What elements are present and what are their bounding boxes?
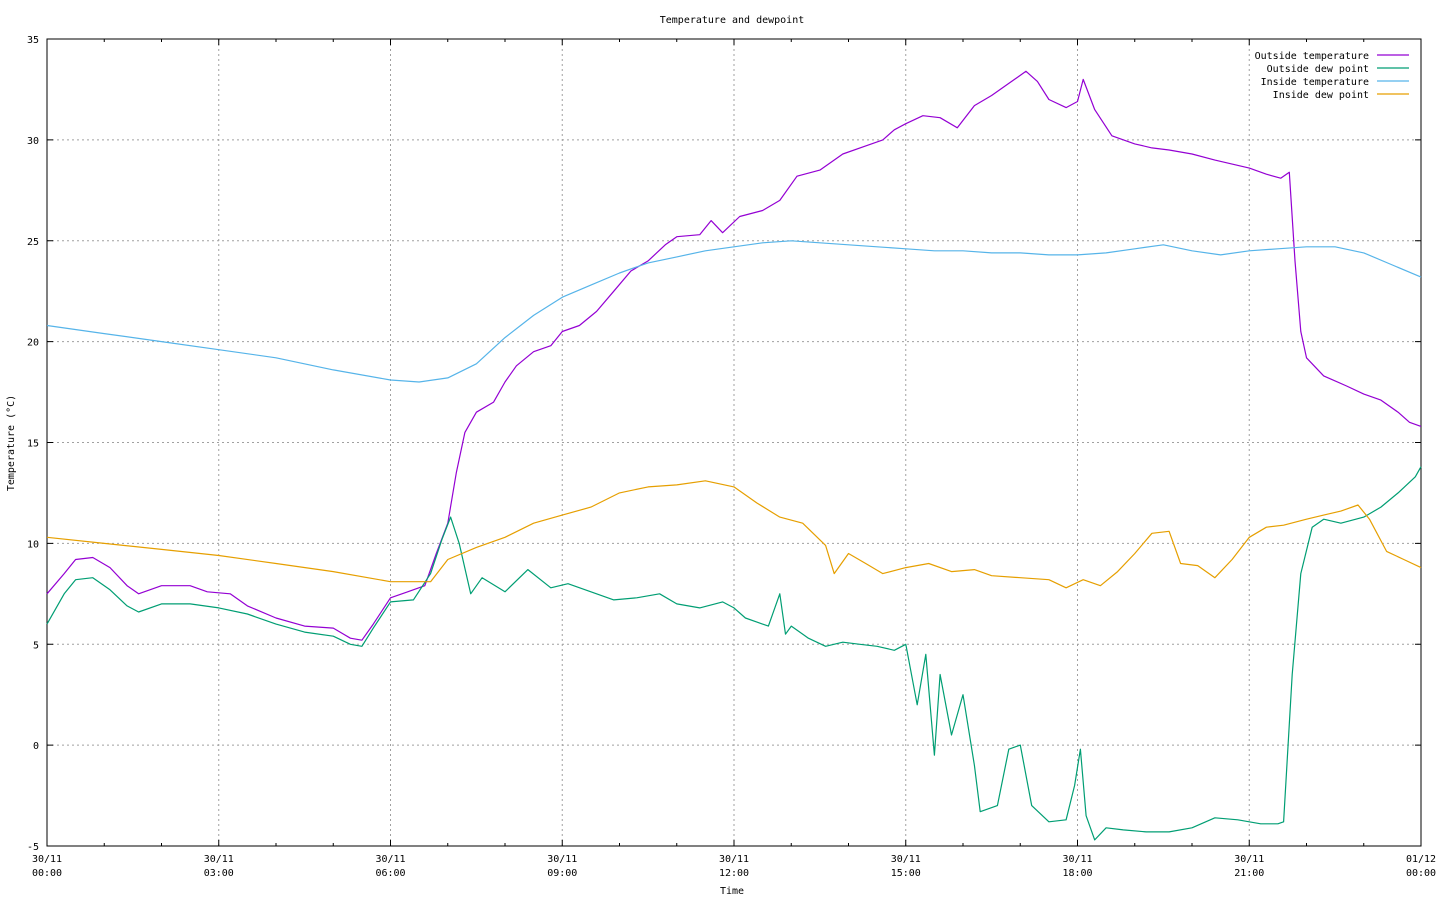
y-tick-label: 15 [27, 439, 39, 450]
chart-title: Temperature and dewpoint [660, 15, 805, 26]
series-line-0 [46, 70, 1422, 641]
x-tick-time-label: 21:00 [1234, 868, 1264, 879]
x-tick-time-label: 03:00 [204, 868, 234, 879]
x-tick-date-label: 30/11 [547, 854, 577, 865]
y-tick-label: 0 [33, 741, 39, 752]
x-tick-date-label: 30/11 [1062, 854, 1092, 865]
x-tick-time-label: 09:00 [547, 868, 577, 879]
x-tick-date-label: 30/11 [891, 854, 921, 865]
y-tick-label: 35 [27, 35, 39, 46]
y-tick-label: 5 [33, 640, 39, 651]
x-tick-time-label: 06:00 [375, 868, 405, 879]
series-line-2 [46, 240, 1422, 383]
y-axis: -5 0 5 10 15 20 25 30 35 [27, 35, 1421, 853]
legend: Outside temperature Outside dew point Insi… [1255, 51, 1409, 101]
x-tick-date-label: 30/11 [32, 854, 62, 865]
series-line-1 [46, 466, 1422, 841]
x-tick-date-label: 30/11 [375, 854, 405, 865]
x-tick-date-label: 30/11 [204, 854, 234, 865]
x-tick-time-label: 00:00 [1406, 868, 1436, 879]
legend-label: Inside temperature [1261, 77, 1369, 88]
series-lines [46, 70, 1422, 841]
series-line-3 [46, 480, 1422, 589]
x-axis: 30/11 00:00 30/11 03:00 30/11 06:00 30/11 09:00… [32, 39, 1436, 879]
legend-label: Outside temperature [1255, 51, 1369, 62]
x-tick-date-label: 30/11 [1234, 854, 1264, 865]
grid [47, 39, 1421, 846]
x-tick-time-label: 15:00 [891, 868, 921, 879]
legend-label: Outside dew point [1267, 64, 1369, 75]
x-tick-time-label: 12:00 [719, 868, 749, 879]
x-tick-time-label: 18:00 [1062, 868, 1092, 879]
y-axis-label: Temperature (°C) [6, 395, 17, 491]
x-axis-label: Time [720, 886, 744, 897]
x-tick-date-label: 01/12 [1406, 854, 1436, 865]
x-tick-date-label: 30/11 [719, 854, 749, 865]
legend-label: Inside dew point [1273, 90, 1369, 101]
y-tick-label: 25 [27, 237, 39, 248]
y-tick-label: -5 [27, 842, 39, 853]
y-tick-label: 10 [27, 539, 39, 550]
y-tick-label: 20 [27, 338, 39, 349]
y-tick-label: 30 [27, 136, 39, 147]
x-tick-time-label: 00:00 [32, 868, 62, 879]
